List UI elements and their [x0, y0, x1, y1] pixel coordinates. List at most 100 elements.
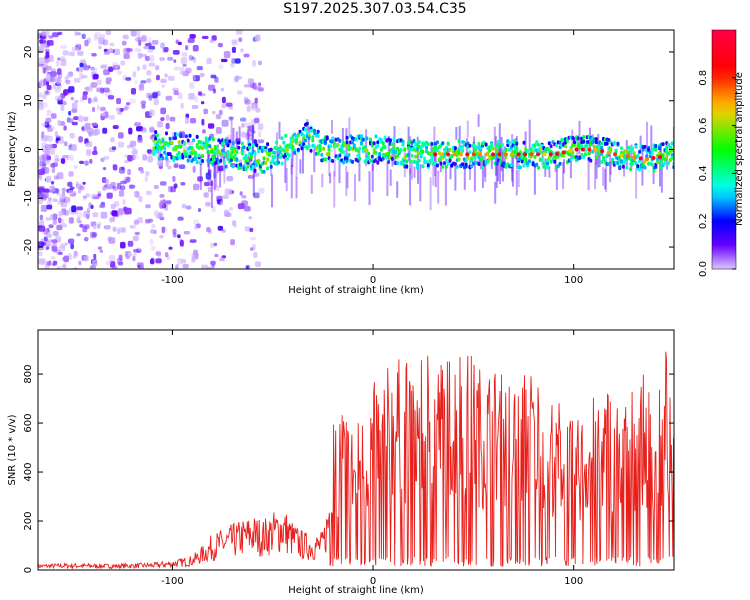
- spectrogram-cell: [401, 161, 405, 166]
- spectrogram-cell: [129, 140, 137, 147]
- spectrogram-cell: [146, 149, 152, 154]
- spectrogram-cell: [221, 229, 226, 233]
- spectrogram-cell: [520, 159, 524, 164]
- spectrogram-cell: [195, 160, 199, 165]
- spectrogram-cell: [509, 163, 513, 168]
- spectrogram-cell: [290, 158, 293, 175]
- spectrogram-cell: [347, 153, 351, 158]
- spectrogram-cell: [41, 195, 47, 201]
- spectrogram-cell: [478, 152, 483, 157]
- spectrogram-cell: [149, 127, 155, 133]
- spectrogram-cell: [444, 166, 447, 206]
- spectrogram-cell: [421, 149, 425, 154]
- spectrogram-cell: [291, 148, 294, 168]
- spectrogram-cell: [38, 251, 43, 257]
- spectrogram-cell: [100, 87, 105, 94]
- spectrogram-cell: [96, 104, 100, 111]
- spectrogram-cell: [91, 53, 97, 57]
- spectrogram-cell: [491, 146, 495, 151]
- spectrogram-cell: [167, 75, 175, 81]
- spectrogram-ytick-label: 20: [23, 46, 34, 59]
- spectrogram-cell: [448, 158, 452, 163]
- spectrogram-cell: [99, 205, 106, 209]
- spectrogram-cell: [217, 42, 223, 48]
- spectrogram-cell: [39, 81, 44, 88]
- spectrogram-cell: [131, 154, 136, 161]
- spectrogram-cell: [116, 98, 121, 105]
- spectrogram-cell: [100, 65, 107, 69]
- spectrogram-cell: [555, 143, 558, 148]
- spectrogram-cell: [177, 150, 181, 155]
- spectrogram-cell: [555, 167, 558, 190]
- spectrogram-cell: [71, 121, 78, 126]
- spectrogram-cell: [96, 79, 102, 86]
- spectrogram-cell: [356, 153, 360, 158]
- spectrogram-cell: [199, 155, 202, 190]
- spectrogram-cell: [42, 94, 47, 100]
- spectrogram-cell: [501, 151, 504, 164]
- spectrogram-cell: [226, 143, 230, 148]
- spectrogram-cell: [352, 143, 356, 148]
- spectrogram-cell: [638, 156, 643, 161]
- spectrogram-cell: [185, 45, 189, 51]
- spectrogram-cell: [236, 30, 243, 35]
- spectrogram-cell: [135, 37, 142, 42]
- spectrogram-cell: [205, 201, 211, 207]
- spectrogram-cell: [165, 122, 170, 130]
- spectrogram-cell: [219, 152, 223, 157]
- spectrogram-ytick-label: 0: [23, 146, 34, 152]
- spectrogram-cell: [399, 147, 403, 152]
- spectrogram-cell: [218, 64, 224, 70]
- spectrogram-cell: [252, 60, 256, 67]
- spectrogram-cell: [158, 201, 165, 208]
- spectrogram-cell: [242, 145, 246, 150]
- spectrogram-cell: [156, 74, 160, 81]
- spectrogram-cell: [439, 161, 443, 166]
- spectrogram-cell: [262, 156, 266, 161]
- spectrogram-cell: [148, 62, 156, 67]
- colorbar: [711, 29, 737, 270]
- spectrogram-cell: [50, 163, 56, 168]
- spectrogram-cell: [627, 145, 631, 150]
- spectrogram-cell: [129, 98, 136, 104]
- spectrogram-cell: [134, 190, 140, 198]
- spectrogram-cell: [526, 149, 530, 153]
- spectrogram-cell: [140, 169, 145, 174]
- spectrogram-cell: [221, 103, 226, 109]
- spectrogram-cell: [299, 159, 302, 174]
- spectrogram-cell: [634, 161, 638, 166]
- spectrogram-cell: [46, 200, 52, 206]
- spectrogram-cell: [174, 66, 181, 71]
- spectrogram-cell: [248, 125, 255, 132]
- spectrogram-cell: [257, 130, 262, 138]
- spectrogram-cell: [153, 210, 159, 217]
- spectrogram-cell: [657, 151, 661, 156]
- spectrogram-cell: [161, 226, 165, 234]
- spectrogram-cell: [112, 62, 118, 69]
- spectrogram-cell: [481, 155, 484, 160]
- spectrogram-cell: [168, 136, 172, 141]
- spectrogram-cell: [137, 36, 142, 43]
- spectrogram-cell: [300, 146, 304, 151]
- spectrogram-cell: [600, 145, 604, 150]
- spectrogram-cell: [69, 186, 75, 190]
- spectrogram-cell: [109, 217, 113, 224]
- spectrogram-cell: [160, 42, 165, 49]
- colorbar-tick-label: 0.2: [698, 213, 709, 229]
- spectrogram-cell: [92, 73, 99, 79]
- spectrogram-cell: [133, 154, 140, 160]
- spectrogram-cell: [253, 168, 257, 173]
- spectrogram-cell: [273, 155, 277, 159]
- spectrogram-cell: [416, 165, 419, 170]
- spectrogram-cell: [548, 166, 551, 178]
- spectrogram-cell: [409, 168, 412, 206]
- spectrogram-cell: [562, 153, 566, 158]
- spectrogram-cell: [470, 156, 474, 161]
- spectrogram-cell: [122, 34, 129, 40]
- spectrogram-cell: [181, 52, 188, 57]
- spectrogram-cell: [372, 148, 376, 153]
- spectrogram-cell: [85, 142, 89, 148]
- spectrogram-cell: [50, 71, 57, 78]
- spectrogram-cell: [56, 172, 64, 180]
- spectrogram-cell: [213, 242, 218, 247]
